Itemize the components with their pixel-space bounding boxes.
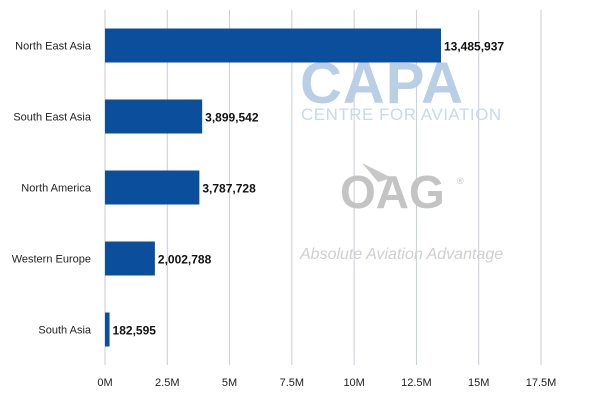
watermark-oag: OAG: [340, 166, 445, 218]
x-tick-label: 7.5M: [280, 377, 304, 389]
watermark-registered-mark: ®: [457, 176, 464, 186]
x-tick-label: 5M: [222, 377, 237, 389]
data-label: 3,787,728: [202, 182, 256, 196]
data-label: 13,485,937: [444, 40, 504, 54]
category-label: North East Asia: [15, 41, 92, 53]
data-label: 2,002,788: [158, 253, 212, 267]
bar: [105, 170, 200, 205]
bar: [105, 28, 441, 63]
watermark-tagline: Absolute Aviation Advantage: [299, 246, 503, 263]
x-tick-label: 10M: [343, 377, 364, 389]
bar: [105, 99, 203, 134]
category-label: Western Europe: [12, 254, 91, 266]
x-tick-labels: 0M 2.5M 5M 7.5M 10M 12.5M 15M 17.5M: [97, 377, 556, 389]
watermark-centre-for-aviation: CENTRE FOR AVIATION: [301, 105, 502, 124]
category-label: North America: [21, 183, 92, 195]
x-tick-label: 0M: [97, 377, 112, 389]
oag-swoosh-icon: [362, 163, 392, 182]
x-tick-label: 15M: [468, 377, 489, 389]
x-tick-label: 2.5M: [155, 377, 179, 389]
data-labels: 13,485,937 3,899,542 3,787,728 2,002,788 182…: [113, 40, 505, 338]
category-label: South Asia: [38, 325, 91, 337]
bars: [105, 28, 441, 347]
x-tick-label: 17.5M: [526, 377, 557, 389]
grid-lines: [104, 10, 542, 365]
category-labels: North East Asia South East Asia North Amer…: [12, 41, 92, 337]
data-label: 182,595: [113, 324, 157, 338]
bar: [105, 312, 110, 347]
x-tick-label: 12.5M: [401, 377, 432, 389]
category-label: South East Asia: [13, 112, 92, 124]
watermark: CAPA CENTRE FOR AVIATION OAG ® Absolute …: [299, 51, 503, 263]
data-label: 3,899,542: [205, 111, 259, 125]
bar: [105, 241, 155, 276]
